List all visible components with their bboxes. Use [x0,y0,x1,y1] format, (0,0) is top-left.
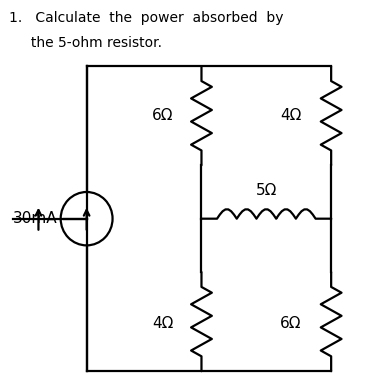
Text: 6Ω: 6Ω [280,316,302,331]
Text: 4Ω: 4Ω [280,108,302,123]
Text: 4Ω: 4Ω [152,316,174,331]
Text: the 5-ohm resistor.: the 5-ohm resistor. [9,36,162,50]
Text: 1.   Calculate  the  power  absorbed  by: 1. Calculate the power absorbed by [9,11,283,25]
Text: 5Ω: 5Ω [256,183,277,198]
Text: 6Ω: 6Ω [152,108,174,123]
Text: 30mA: 30mA [12,211,57,226]
